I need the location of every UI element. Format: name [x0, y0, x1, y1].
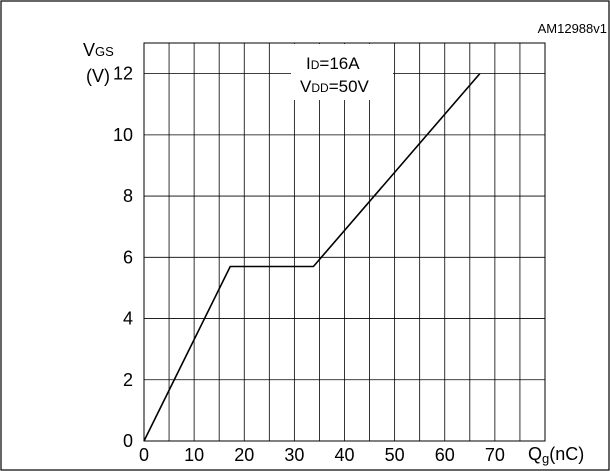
- x-tick-label: 30: [284, 445, 304, 465]
- annotation-drain-voltage: VDD=50V: [300, 77, 370, 96]
- annotation-drain-current: ID=16A: [306, 54, 360, 73]
- annotation-background: [291, 44, 393, 100]
- y-tick-label: 0: [123, 431, 133, 451]
- figure-id: AM12988v1: [538, 21, 607, 36]
- x-tick-label: 40: [334, 445, 354, 465]
- plot-frame: [143, 42, 546, 442]
- x-tick-label: 60: [435, 445, 455, 465]
- y-tick-label: 12: [113, 64, 133, 84]
- grid: [144, 43, 545, 441]
- y-axis-label: VGS: [83, 40, 114, 60]
- x-tick-label: 70: [485, 445, 505, 465]
- y-tick-label: 10: [113, 125, 133, 145]
- x-tick-label: 50: [385, 445, 405, 465]
- y-tick-labels: 0 2 4 6 8 10 12: [113, 64, 133, 451]
- x-tick-label: 20: [234, 445, 254, 465]
- plot-area: 0 2 4 6 8 10 12 0 10 20 30 40 50 60 70 ID=16A VDD=50V: [113, 42, 546, 465]
- series-layer: [143, 73, 481, 442]
- y-axis-unit: (V): [86, 66, 110, 86]
- y-tick-label: 2: [123, 370, 133, 390]
- y-tick-label: 6: [123, 247, 133, 267]
- series-line: [143, 73, 481, 442]
- y-tick-label: 4: [123, 309, 133, 329]
- x-tick-label: 0: [139, 445, 149, 465]
- x-tick-label: 10: [184, 445, 204, 465]
- y-tick-label: 8: [123, 186, 133, 206]
- x-axis-label: Qg(nC): [528, 444, 584, 466]
- x-tick-labels: 0 10 20 30 40 50 60 70: [139, 445, 505, 465]
